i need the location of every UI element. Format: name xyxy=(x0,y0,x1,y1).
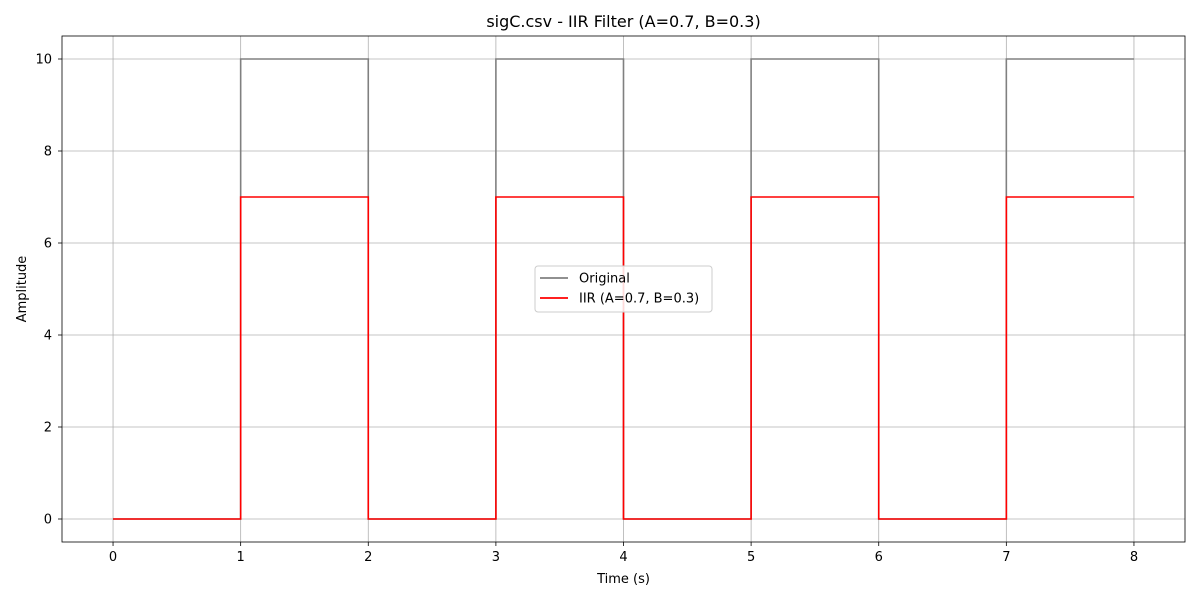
x-tick-label: 4 xyxy=(619,550,627,565)
x-axis-label: Time (s) xyxy=(596,572,650,587)
x-tick-label: 0 xyxy=(109,550,117,565)
y-tick-label: 0 xyxy=(44,513,52,528)
series-line-2 xyxy=(113,196,1134,520)
x-tick-label: 3 xyxy=(492,550,500,565)
y-tick-label: 4 xyxy=(44,329,52,344)
y-tick-label: 6 xyxy=(44,237,52,252)
y-axis-label: Amplitude xyxy=(15,256,30,323)
x-tick-label: 7 xyxy=(1002,550,1010,565)
y-tick-label: 2 xyxy=(44,421,52,436)
legend: Original IIR (A=0.7, B=0.3) xyxy=(534,265,713,313)
chart-title: sigC.csv - IIR Filter (A=0.7, B=0.3) xyxy=(486,12,760,31)
x-tick-label: 8 xyxy=(1130,550,1138,565)
x-tick-label: 2 xyxy=(364,550,372,565)
x-tick-label: 5 xyxy=(747,550,755,565)
y-axis: 0 2 4 6 8 10 xyxy=(35,53,62,528)
legend-label: Original xyxy=(579,272,630,287)
y-tick-label: 10 xyxy=(35,53,52,68)
x-tick-label: 1 xyxy=(237,550,245,565)
x-axis: 0 1 2 3 4 5 6 7 8 xyxy=(109,542,1138,565)
x-tick-label: 6 xyxy=(875,550,883,565)
legend-frame xyxy=(534,265,713,313)
y-tick-label: 8 xyxy=(44,145,52,160)
legend-label: IIR (A=0.7, B=0.3) xyxy=(579,292,699,307)
